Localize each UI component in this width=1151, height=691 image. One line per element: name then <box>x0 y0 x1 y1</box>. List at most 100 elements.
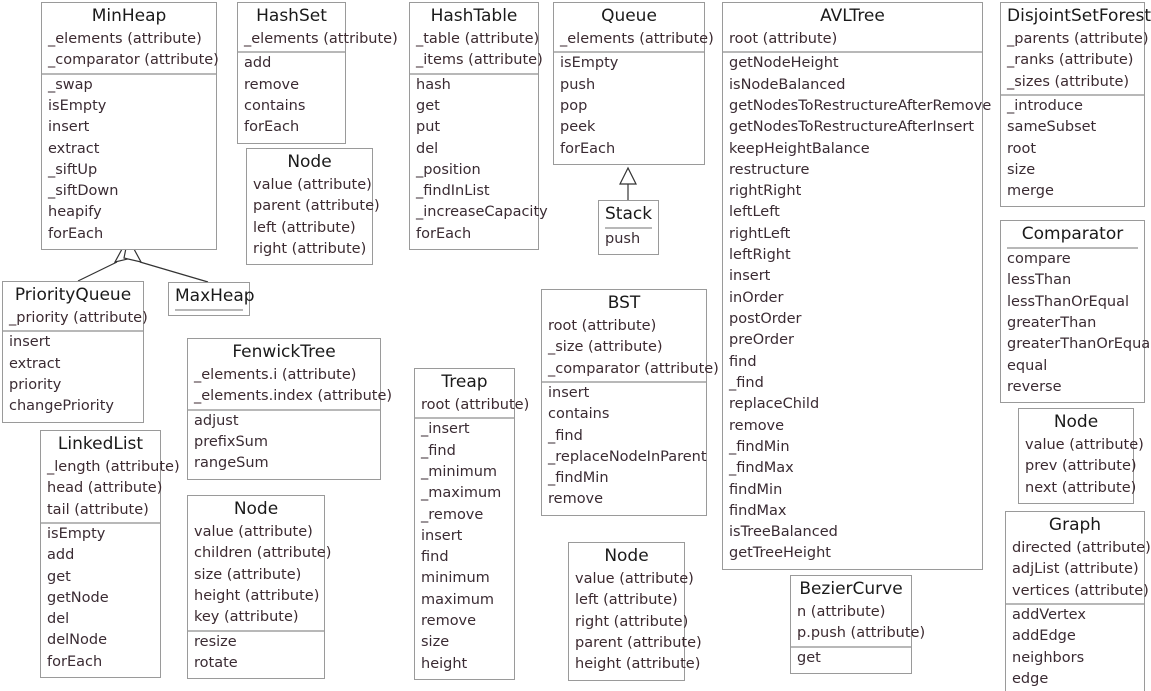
method-avltree-18: _findMin <box>729 438 790 455</box>
method-hashtable-6: _increaseCapacity <box>416 204 548 221</box>
class-title-stack: Stack <box>605 204 653 224</box>
attribute-hashset-0: _elements (attribute) <box>244 30 398 47</box>
class-box-disjointsetforest[interactable]: DisjointSetForest _parents (attribute) _ra… <box>1000 2 1151 208</box>
attribute-fenwicktree-0: _elements.i (attribute) <box>194 366 357 383</box>
method-comparator-4: greaterThanOrEqual <box>1007 336 1151 353</box>
method-hashtable-0: hash <box>416 76 451 93</box>
class-box-comparator[interactable]: Comparator compare lessThan lessThanOrEqual… <box>1000 220 1151 404</box>
class-box-fenwicktree[interactable]: FenwickTree _elements.i (attribute) _eleme… <box>187 338 392 480</box>
method-linkedlist-5: delNode <box>47 632 107 649</box>
attributes-section-node-linked: value (attribute) prev (attribute) next (a… <box>1019 435 1144 503</box>
method-avltree-17: remove <box>729 417 785 434</box>
attributes-section-hashset: _elements (attribute) <box>238 29 398 51</box>
class-box-node-tree[interactable]: Node value (attribute) children (attribute… <box>187 495 331 680</box>
method-priorityqueue-3: changePriority <box>9 398 114 415</box>
method-avltree-0: getNodeHeight <box>729 55 839 72</box>
class-box-node-bst-parent[interactable]: Node value (attribute) parent (attribute) l… <box>246 148 380 266</box>
method-avltree-12: postOrder <box>729 311 802 327</box>
method-linkedlist-3: getNode <box>47 589 109 606</box>
class-box-node-avl[interactable]: Node value (attribute) left (attribute) rig… <box>568 542 702 681</box>
class-box-hashtable[interactable]: HashTable _table (attribute) _items (attri… <box>409 2 548 251</box>
attribute-node-tree-4: key (attribute) <box>194 609 299 626</box>
method-minheap-0: _swap <box>48 76 93 93</box>
class-box-bst[interactable]: BST root (attribute) _size (attribute) _com… <box>541 289 719 516</box>
method-treap-4: _remove <box>421 506 484 523</box>
method-treap-1: _find <box>421 442 456 459</box>
method-disjointsetforest-0: _introduce <box>1007 97 1083 114</box>
attribute-linkedlist-1: head (attribute) <box>47 480 163 497</box>
class-box-queue[interactable]: Queue _elements (attribute) isEmpty push pop… <box>553 2 714 165</box>
methods-section-comparator: compare lessThan lessThanOrEqual greaterTha… <box>1001 249 1151 402</box>
class-box-treap[interactable]: Treap root (attribute) _insert _find _minimu… <box>414 368 530 680</box>
attribute-node-tree-2: size (attribute) <box>194 566 302 583</box>
class-box-node-linked[interactable]: Node value (attribute) prev (attribute) nex… <box>1018 408 1144 504</box>
methods-section-linkedlist: isEmpty add get getNode del delNode forEach <box>41 521 160 677</box>
attribute-minheap-0: _elements (attribute) <box>48 30 202 47</box>
method-hashtable-4: _position <box>416 161 481 178</box>
method-hashtable-1: get <box>416 97 440 114</box>
class-box-minheap[interactable]: MinHeap _elements (attribute) _comparator … <box>41 2 219 251</box>
attribute-graph-1: adjList (attribute) <box>1012 561 1139 578</box>
method-treap-3: _maximum <box>421 485 502 502</box>
class-title-avltree: AVLTree <box>820 6 885 26</box>
method-graph-1: addEdge <box>1012 628 1076 645</box>
attribute-graph-0: directed (attribute) <box>1012 539 1151 556</box>
method-hashtable-2: put <box>416 119 441 136</box>
class-title-hashtable: HashTable <box>430 6 518 26</box>
title-separator-maxheap <box>175 308 243 311</box>
method-queue-4: forEach <box>560 140 616 157</box>
class-box-beziercurve[interactable]: BezierCurve n (attribute) p.push (attribut… <box>790 575 925 674</box>
attribute-node-avl-4: height (attribute) <box>575 656 701 673</box>
method-priorityqueue-0: insert <box>9 334 51 351</box>
methods-section-bst: insert contains _find _replaceNodeInParent _… <box>542 380 707 515</box>
method-linkedlist-0: isEmpty <box>47 525 106 542</box>
attributes-section-beziercurve: n (attribute) p.push (attribute) <box>791 602 925 646</box>
method-graph-0: addVertex <box>1012 606 1086 623</box>
class-box-hashset[interactable]: HashSet _elements (attribute) add remove con… <box>237 2 398 144</box>
method-comparator-6: reverse <box>1007 378 1062 395</box>
class-box-graph[interactable]: Graph directed (attribute) adjList (attrib… <box>1005 511 1151 691</box>
method-treap-7: minimum <box>421 570 490 587</box>
class-title-disjointsetforest: DisjointSetForest <box>1007 6 1151 26</box>
attributes-section-minheap: _elements (attribute) _comparator (attrib… <box>42 29 219 73</box>
attribute-node-linked-0: value (attribute) <box>1025 436 1144 453</box>
class-title-linkedlist: LinkedList <box>57 434 144 454</box>
class-box-stack[interactable]: Stack push <box>598 200 659 256</box>
attributes-section-hashtable: _table (attribute) _items (attribute) <box>410 29 543 73</box>
method-bst-1: contains <box>548 406 610 423</box>
class-box-priorityqueue[interactable]: PriorityQueue _priority (attribute) insert… <box>2 281 148 423</box>
attribute-node-avl-0: value (attribute) <box>575 570 694 587</box>
attribute-bst-2: _comparator (attribute) <box>548 360 719 377</box>
method-fenwicktree-1: prefixSum <box>194 433 269 450</box>
link-maxheap-minheap <box>139 261 209 283</box>
methods-section-treap: _insert _find _minimum _maximum _remove inser… <box>415 417 514 679</box>
attributes-section-disjointsetforest: _parents (attribute) _ranks (attribute) _s… <box>1001 29 1149 94</box>
class-box-maxheap[interactable]: MaxHeap <box>168 282 255 316</box>
method-avltree-4: keepHeightBalance <box>729 140 870 157</box>
attribute-minheap-1: _comparator (attribute) <box>48 52 219 69</box>
method-priorityqueue-2: priority <box>9 376 62 393</box>
methods-section-fenwicktree: adjust prefixSum rangeSum <box>188 408 380 479</box>
method-node-tree-0: resize <box>194 633 237 650</box>
method-minheap-1: isEmpty <box>48 97 107 114</box>
method-fenwicktree-2: rangeSum <box>194 455 269 472</box>
method-disjointsetforest-4: merge <box>1007 183 1054 200</box>
class-title-treap: Treap <box>441 372 488 392</box>
method-hashtable-5: _findInList <box>416 183 490 200</box>
method-avltree-2: getNodesToRestructureAfterRemove <box>729 97 992 114</box>
method-hashset-3: forEach <box>244 119 300 136</box>
method-bst-2: _find <box>548 427 583 444</box>
method-avltree-14: find <box>729 353 757 370</box>
method-avltree-21: findMax <box>729 502 787 519</box>
attribute-treap-0: root (attribute) <box>421 396 530 413</box>
title-separator-comparator <box>1007 246 1138 249</box>
method-minheap-5: _siftDown <box>48 183 119 200</box>
method-comparator-5: equal <box>1007 357 1048 374</box>
methods-section-node-tree: resize rotate <box>188 629 324 679</box>
class-box-avltree[interactable]: AVLTree root (attribute) getNodeHeight isNo… <box>722 2 992 570</box>
method-disjointsetforest-2: root <box>1007 140 1037 157</box>
class-box-linkedlist[interactable]: LinkedList _length (attribute) head (attri… <box>40 430 180 679</box>
title-separator-stack <box>605 226 652 229</box>
method-queue-3: peek <box>560 119 596 136</box>
class-title-node-avl: Node <box>604 546 649 566</box>
